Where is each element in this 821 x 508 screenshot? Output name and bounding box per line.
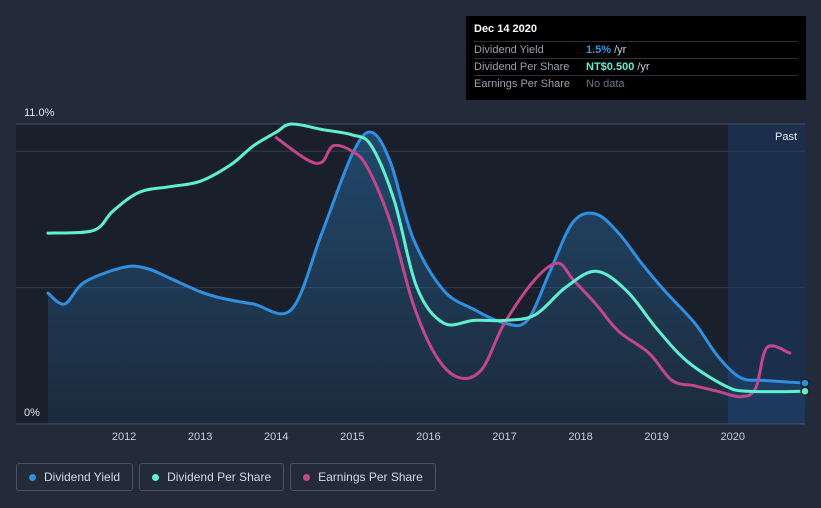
end-point-marker	[800, 378, 810, 388]
tooltip-row-name: Dividend Per Share	[474, 61, 570, 73]
end-point-marker	[800, 386, 810, 397]
series-area-layer	[48, 132, 805, 424]
dividend-yield-line	[46, 130, 807, 385]
tooltip-row-unit: /yr	[614, 44, 627, 56]
past-region	[728, 124, 805, 424]
x-tick-label: 2013	[188, 431, 212, 443]
legend: Dividend Yield Dividend Per Share Earnin…	[16, 463, 436, 491]
legend-label: Dividend Yield	[44, 470, 121, 484]
series-lines-layer	[46, 122, 807, 399]
tooltip-row-dividend-per-share: Dividend Per Share NT$0.500 /yr	[474, 58, 798, 75]
y-axis-bottom-label: 0%	[24, 407, 40, 419]
x-tick-label: 2014	[264, 431, 288, 443]
legend-label: Earnings Per Share	[318, 470, 423, 484]
tooltip-row-dividend-yield: Dividend Yield 1.5% /yr	[474, 41, 798, 58]
dividend-history-chart: 11.0% 0% Past 2012 2013 2014 2015 2016 2017 20…	[16, 107, 810, 443]
tooltip-row-value: No data	[586, 78, 625, 90]
x-axis-ticks: 2012 2013 2014 2015 2016 2017 2018 2019 2020	[112, 431, 745, 443]
x-tick-label: 2017	[492, 431, 516, 443]
x-tick-label: 2018	[568, 431, 592, 443]
y-axis-top-label: 11.0%	[24, 107, 55, 119]
x-tick-label: 2019	[644, 431, 668, 443]
legend-dot-icon	[303, 473, 311, 481]
tooltip-row-value: 1.5%	[586, 44, 612, 56]
legend-label: Dividend Per Share	[167, 470, 272, 484]
legend-dot-icon	[29, 473, 36, 481]
legend-dot-icon	[152, 473, 160, 481]
x-tick-label: 2020	[720, 431, 744, 443]
legend-item-earnings-per-share[interactable]: Earnings Per Share	[290, 463, 436, 491]
end-markers	[800, 378, 810, 397]
past-label: Past	[775, 131, 797, 143]
tooltip-row-earnings-per-share: Earnings Per Share No data	[474, 75, 798, 92]
legend-item-dividend-yield[interactable]: Dividend Yield	[16, 463, 134, 491]
tooltip-date: Dec 14 2020	[474, 23, 537, 35]
earnings-per-share-line	[274, 136, 792, 399]
dividend-yield-area	[48, 132, 805, 424]
tooltip-row-unit: /yr	[637, 61, 650, 73]
tooltip-row-name: Dividend Yield	[474, 44, 544, 56]
tooltip-panel: Dec 14 2020 Dividend Yield 1.5% /yr Divi…	[466, 16, 806, 100]
x-tick-label: 2015	[340, 431, 364, 443]
x-tick-label: 2012	[112, 431, 136, 443]
x-tick-label: 2016	[416, 431, 440, 443]
tooltip-row-name: Earnings Per Share	[474, 78, 570, 90]
dividend-per-share-line	[46, 122, 807, 394]
legend-item-dividend-per-share[interactable]: Dividend Per Share	[139, 463, 285, 491]
tooltip-row-value: NT$0.500	[586, 61, 635, 73]
